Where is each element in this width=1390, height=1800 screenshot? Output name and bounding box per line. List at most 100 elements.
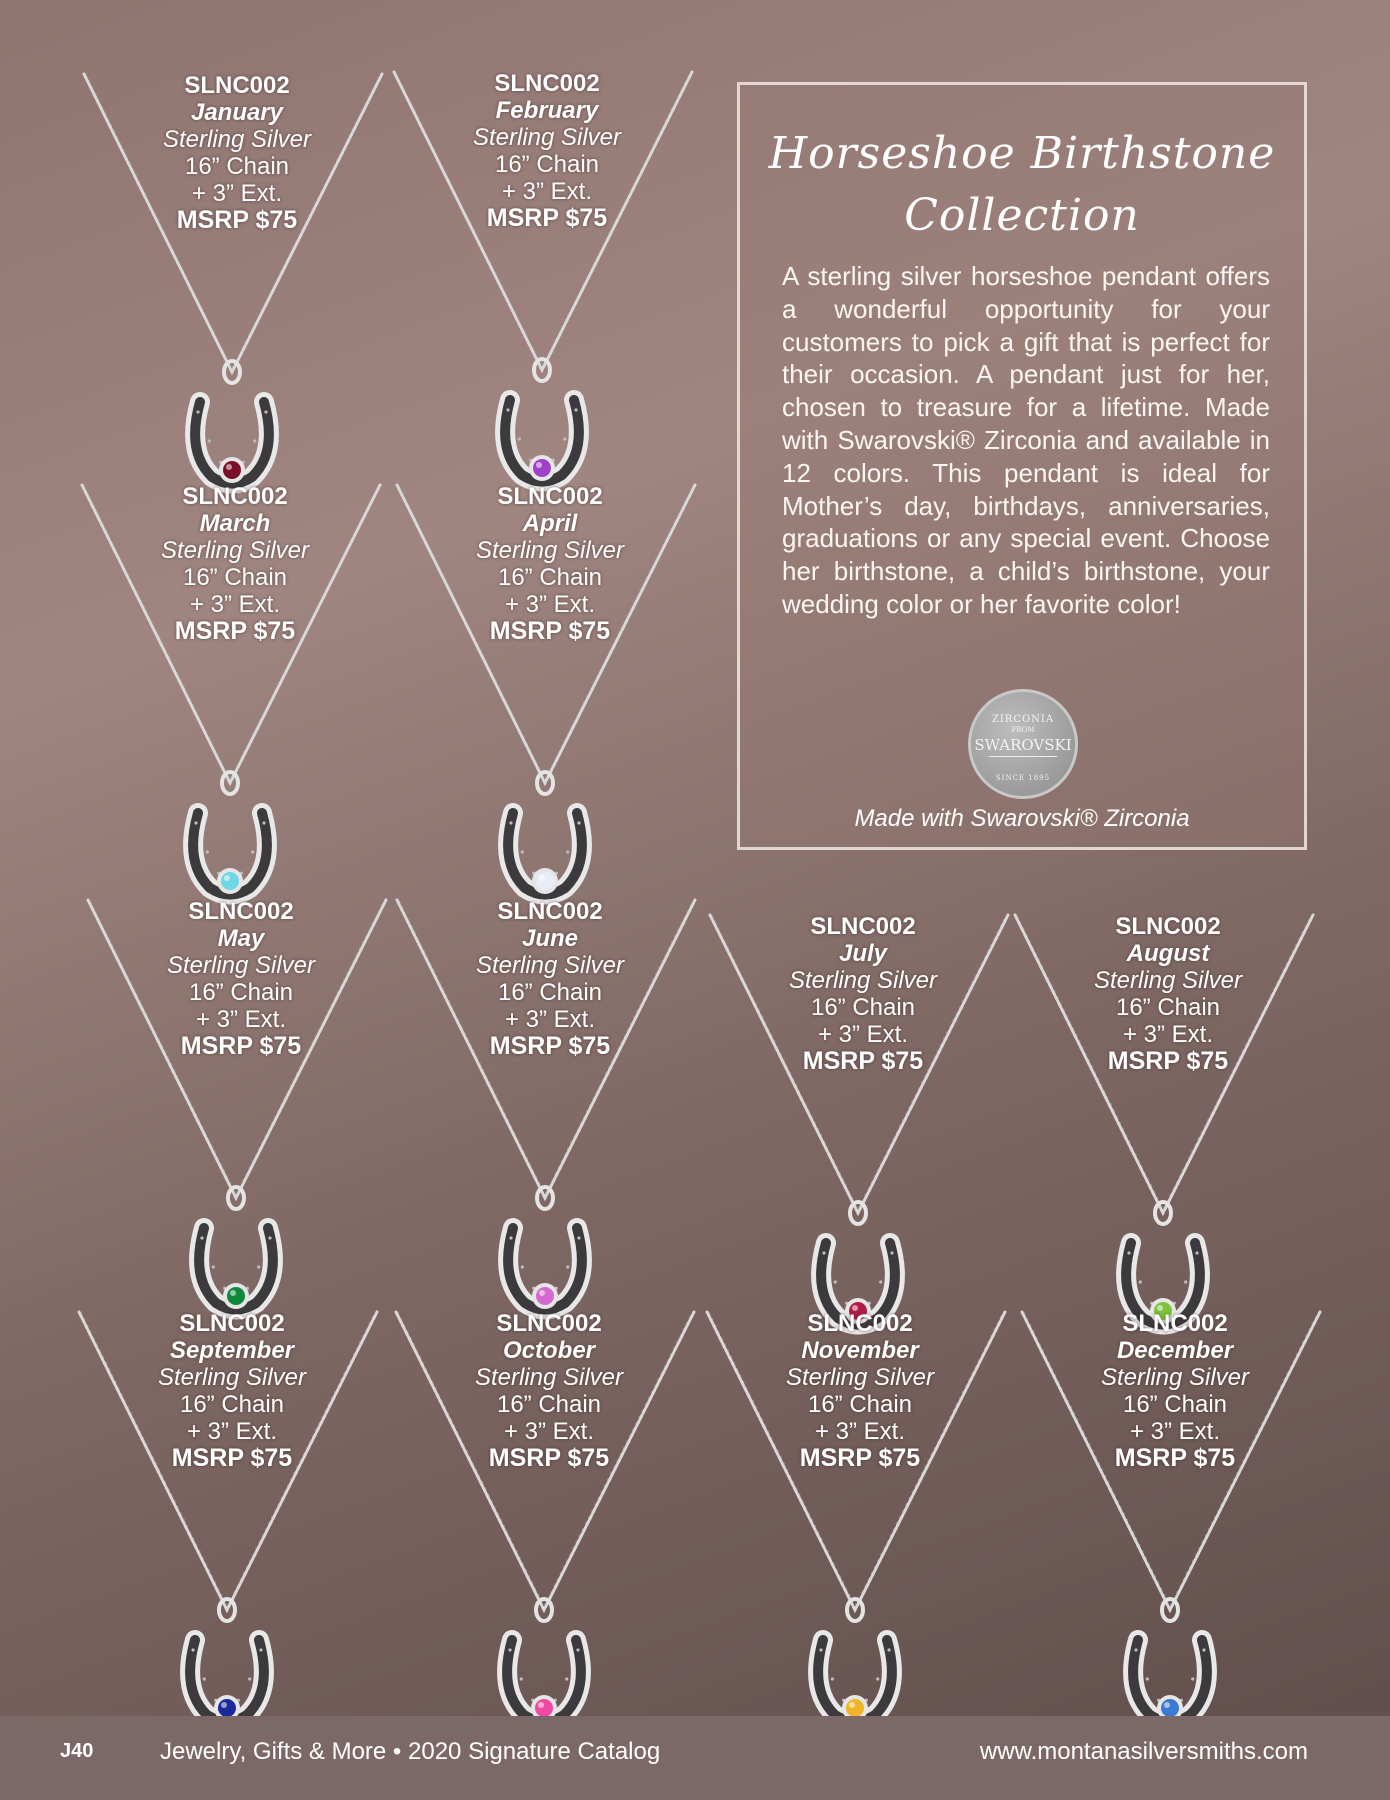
necklace-card-march: SLNC002 March Sterling Silver 16” Chain … (80, 483, 390, 905)
product-sku: SLNC002 (182, 483, 288, 510)
necklace-card-december: SLNC002 December Sterling Silver 16” Cha… (1020, 1310, 1330, 1732)
chain-icon (395, 898, 697, 1202)
horseshoe-pendant-image (392, 70, 694, 492)
birthstone-icon (533, 459, 551, 477)
product-price: MSRP $75 (180, 1032, 302, 1060)
product-price: MSRP $75 (799, 1444, 921, 1472)
product-extension: + 3” Ext. (195, 1006, 287, 1033)
collection-heading: Horseshoe Birthstone Collection (740, 123, 1304, 247)
product-sku: SLNC002 (497, 483, 603, 510)
product-sku: SLNC002 (188, 898, 294, 925)
chain-icon (395, 483, 697, 787)
product-extension: + 3” Ext. (504, 1006, 596, 1033)
product-chain-length: 16” Chain (1122, 1391, 1228, 1418)
website-link[interactable]: www.montanasilversmiths.com (979, 1738, 1308, 1765)
pendant-bail-icon (534, 1597, 554, 1623)
seal-divider (989, 756, 1057, 757)
horseshoe-icon (808, 1630, 902, 1732)
pendant-bail-icon (848, 1200, 868, 1226)
necklace-card-january: SLNC002 January Sterling Silver 16” Chai… (82, 72, 392, 494)
product-sku: SLNC002 (1115, 913, 1221, 940)
product-month: August (1126, 940, 1210, 967)
chain-icon (394, 1310, 696, 1614)
product-extension: + 3” Ext. (191, 180, 283, 207)
product-price: MSRP $75 (171, 1444, 293, 1472)
necklace-card-july: SLNC002 July Sterling Silver 16” Chain +… (708, 913, 1018, 1335)
product-chain-length: 16” Chain (497, 564, 603, 591)
product-month: January (190, 99, 284, 126)
product-month: February (495, 97, 599, 124)
product-month: September (169, 1337, 295, 1364)
product-extension: + 3” Ext. (817, 1021, 909, 1048)
product-label: SLNC002 March Sterling Silver 16” Chain … (80, 483, 390, 645)
product-label: SLNC002 February Sterling Silver 16” Cha… (392, 70, 702, 232)
necklace-card-november: SLNC002 November Sterling Silver 16” Cha… (705, 1310, 1015, 1732)
collection-heading-line-1: Horseshoe Birthstone (768, 128, 1276, 179)
product-chain-length: 16” Chain (179, 1391, 285, 1418)
product-price: MSRP $75 (802, 1047, 924, 1075)
product-material: Sterling Silver (162, 126, 312, 153)
product-extension: + 3” Ext. (501, 178, 593, 205)
horseshoe-icon (185, 392, 279, 494)
product-price: MSRP $75 (174, 617, 296, 645)
necklace-card-august: SLNC002 August Sterling Silver 16” Chain… (1013, 913, 1323, 1335)
pendant-bail-icon (535, 770, 555, 796)
horseshoe-pendant-image (708, 913, 1010, 1335)
product-extension: + 3” Ext. (1129, 1418, 1221, 1445)
necklace-card-september: SLNC002 September Sterling Silver 16” Ch… (77, 1310, 387, 1732)
page-number: J40 (60, 1740, 94, 1762)
horseshoe-icon (1116, 1233, 1210, 1335)
product-material: Sterling Silver (788, 967, 938, 994)
product-month: April (522, 510, 578, 537)
collection-info-box: Horseshoe Birthstone Collection A sterli… (737, 82, 1307, 850)
page-footer: J40 Jewelry, Gifts & More • 2020 Signatu… (0, 1716, 1390, 1800)
product-month: November (801, 1337, 919, 1364)
pendant-bail-icon (1160, 1597, 1180, 1623)
product-month: May (217, 925, 265, 952)
collection-heading-line-2: Collection (904, 190, 1140, 241)
product-month: December (1116, 1337, 1234, 1364)
horseshoe-pendant-image (80, 483, 382, 905)
seal-line-4: SINCE 1895 (995, 774, 1051, 782)
zirconia-caption: Made with Swarovski® Zirconia (854, 805, 1190, 832)
pendant-bail-icon (532, 357, 552, 383)
seal-line-1: ZIRCONIA (991, 714, 1055, 725)
product-material: Sterling Silver (1100, 1364, 1250, 1391)
pendant-bail-icon (217, 1597, 237, 1623)
horseshoe-pendant-image (395, 898, 697, 1320)
product-material: Sterling Silver (166, 952, 316, 979)
product-material: Sterling Silver (475, 952, 625, 979)
product-month: June (521, 925, 578, 952)
collection-description: A sterling silver horseshoe pendant offe… (782, 261, 1270, 619)
chain-icon (392, 70, 694, 374)
product-chain-length: 16” Chain (494, 151, 600, 178)
product-price: MSRP $75 (1107, 1047, 1229, 1075)
horseshoe-pendant-image (82, 72, 384, 494)
necklace-card-may: SLNC002 May Sterling Silver 16” Chain + … (86, 898, 396, 1320)
product-extension: + 3” Ext. (186, 1418, 278, 1445)
product-label: SLNC002 November Sterling Silver 16” Cha… (705, 1310, 1015, 1472)
birthstone-icon (221, 872, 239, 890)
product-material: Sterling Silver (157, 1364, 307, 1391)
product-chain-length: 16” Chain (496, 1391, 602, 1418)
product-sku: SLNC002 (184, 72, 290, 99)
horseshoe-icon (811, 1233, 905, 1335)
birthstone-icon (536, 872, 554, 890)
product-price: MSRP $75 (176, 206, 298, 234)
product-chain-length: 16” Chain (1115, 994, 1221, 1021)
product-sku: SLNC002 (179, 1310, 285, 1337)
product-price: MSRP $75 (489, 1032, 611, 1060)
chain-icon (77, 1310, 379, 1614)
product-extension: + 3” Ext. (504, 591, 596, 618)
horseshoe-icon (180, 1630, 274, 1732)
horseshoe-icon (498, 1218, 592, 1320)
product-label: SLNC002 April Sterling Silver 16” Chain … (395, 483, 705, 645)
necklace-card-april: SLNC002 April Sterling Silver 16” Chain … (395, 483, 705, 905)
birthstone-icon (1161, 1699, 1179, 1717)
birthstone-icon (535, 1699, 553, 1717)
product-sku: SLNC002 (494, 70, 600, 97)
birthstone-icon (223, 461, 241, 479)
product-material: Sterling Silver (1093, 967, 1243, 994)
product-month: March (199, 510, 271, 537)
product-label: SLNC002 January Sterling Silver 16” Chai… (82, 72, 392, 234)
